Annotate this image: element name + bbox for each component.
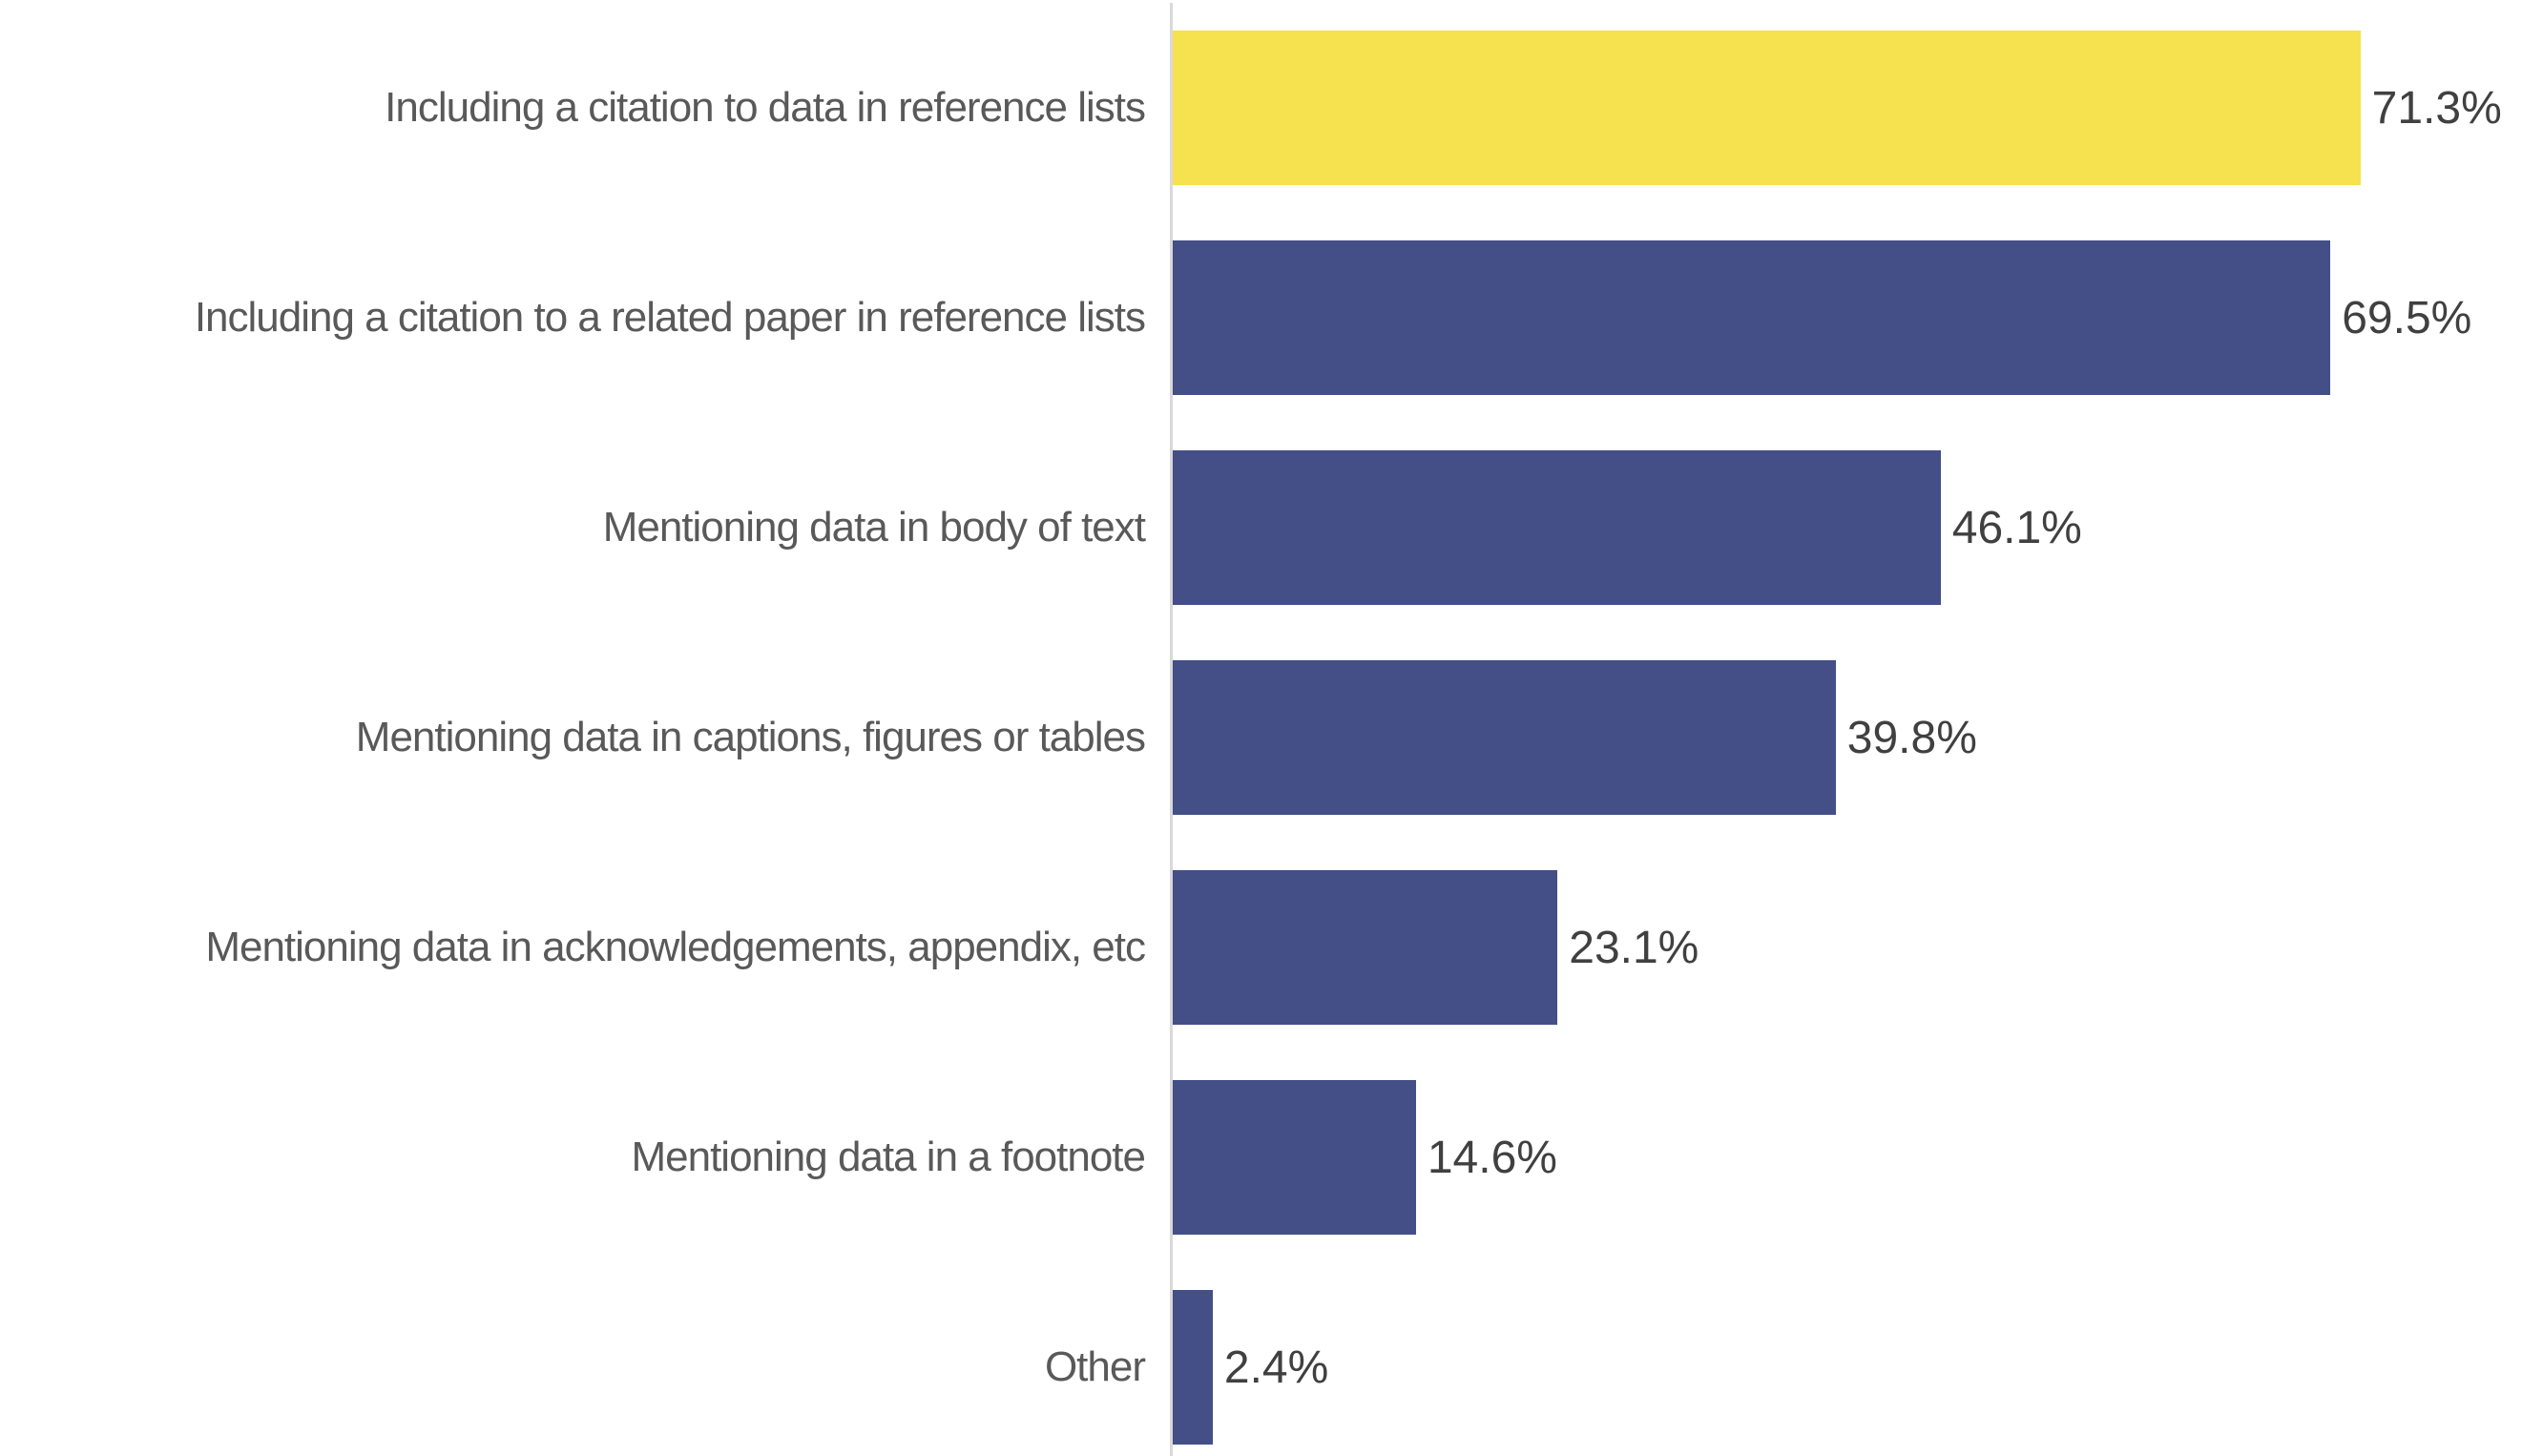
category-label: Including a citation to a related paper … (194, 294, 1146, 341)
value-label: 39.8% (1846, 712, 1977, 763)
bar-row: Including a citation to data in referenc… (0, 3, 2522, 213)
category-label: Other (1044, 1343, 1146, 1390)
plot-area: 46.1% (1170, 423, 2522, 633)
category-label: Mentioning data in a footnote (631, 1134, 1146, 1180)
plot-area: 71.3% (1170, 3, 2522, 213)
plot-area: 39.8% (1170, 633, 2522, 842)
plot-area: 2.4% (1170, 1262, 2522, 1456)
category-label: Including a citation to data in referenc… (385, 84, 1146, 131)
bar-row: Mentioning data in acknowledgements, app… (0, 842, 2522, 1052)
plot-area: 14.6% (1170, 1052, 2522, 1262)
bar[interactable] (1173, 660, 1836, 815)
value-label: 23.1% (1569, 922, 1699, 973)
bar[interactable] (1173, 240, 2331, 395)
bar-row: Mentioning data in a footnote 14.6% (0, 1052, 2522, 1262)
bar[interactable] (1173, 31, 2361, 185)
bar-row: Including a citation to a related paper … (0, 213, 2522, 423)
bar[interactable] (1173, 870, 1558, 1025)
category-label: Mentioning data in captions, figures or … (355, 714, 1146, 760)
plot-area: 69.5% (1170, 213, 2522, 423)
bar-row: Mentioning data in body of text 46.1% (0, 423, 2522, 633)
bar[interactable] (1173, 1080, 1416, 1235)
bar[interactable] (1173, 1290, 1213, 1445)
category-label: Mentioning data in acknowledgements, app… (205, 924, 1146, 970)
value-label: 2.4% (1223, 1342, 1329, 1393)
value-label: 71.3% (2371, 82, 2502, 134)
value-label: 69.5% (2342, 292, 2472, 343)
bar-row: Mentioning data in captions, figures or … (0, 633, 2522, 842)
value-label: 46.1% (1951, 502, 2082, 553)
category-label: Mentioning data in body of text (602, 504, 1146, 551)
plot-area: 23.1% (1170, 842, 2522, 1052)
bar[interactable] (1173, 450, 1941, 605)
bar-row: Other 2.4% (0, 1262, 2522, 1456)
value-label: 14.6% (1427, 1132, 1557, 1183)
